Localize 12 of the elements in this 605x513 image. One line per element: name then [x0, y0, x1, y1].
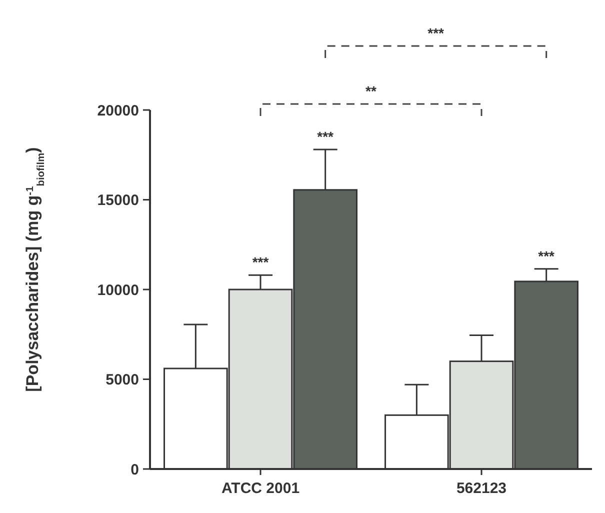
x-tick-label: ATCC 2001 [221, 480, 300, 497]
y-tick-label: 20000 [97, 102, 139, 120]
x-tick-label: 562123 [456, 480, 507, 497]
text: *** [428, 25, 445, 41]
y-tick-label: 5000 [106, 372, 139, 388]
annotation: *** [252, 254, 270, 270]
annotation: *** [538, 248, 556, 264]
y-tick-label: 10000 [97, 282, 139, 299]
y-tick-label: 0 [130, 461, 139, 478]
annotation: *** [317, 128, 334, 144]
y-tick-label: 15000 [97, 192, 139, 209]
text: ** [366, 83, 377, 99]
